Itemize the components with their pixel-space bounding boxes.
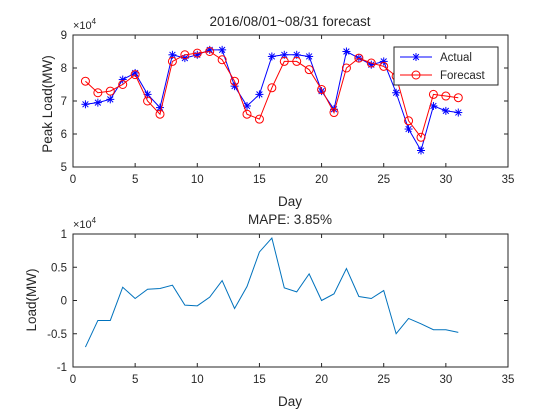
series-forecast-point [416, 132, 426, 142]
legend-forecast-marker [411, 70, 421, 80]
series-forecast-point [93, 88, 103, 98]
error-ytick-label: 0 [61, 296, 67, 308]
forecast-xtick-label: 5 [132, 174, 138, 186]
series-forecast-point [329, 108, 339, 118]
error-xtick-label: 5 [132, 374, 138, 386]
error-xtick-label: 30 [439, 374, 452, 386]
series-forecast-point [267, 83, 277, 93]
error-chart-ylabel: Load(MW) [24, 268, 39, 331]
series-forecast-point [428, 89, 438, 99]
error-xtick-label: 15 [253, 374, 266, 386]
series-forecast-point [441, 91, 451, 101]
series-forecast-point [205, 47, 215, 56]
forecast-chart-y-multiplier: ×104 [73, 17, 97, 32]
series-actual-point [267, 52, 276, 61]
series-actual-point [81, 100, 90, 109]
forecast-xtick-label: 10 [191, 174, 204, 186]
series-forecast-point [341, 63, 351, 73]
series-forecast-point [366, 58, 376, 68]
series-actual-point [255, 90, 264, 99]
forecast-xtick-label: 0 [70, 174, 76, 186]
series-actual-point [342, 47, 351, 56]
legend-box [393, 46, 499, 86]
error-chart-ticks: 0 5 10 15 20 25 30 35 -1 -0.5 0 0.5 1 [47, 229, 514, 386]
series-actual-point [218, 45, 227, 54]
forecast-chart-title: 2016/08/01~08/31 forecast [209, 14, 370, 29]
error-chart: MAPE: 3.85% Day Load(MW) ×104 0 5 10 15 20 25… [24, 212, 514, 409]
series-forecast-point [192, 48, 202, 58]
series-forecast-point [118, 80, 128, 89]
error-chart-axes-box [72, 233, 509, 368]
series-actual-point [93, 98, 102, 107]
error-xtick-label: 0 [70, 374, 76, 386]
legend-forecast-label: Forecast [440, 70, 486, 82]
series-actual-point [106, 95, 115, 104]
forecast-chart-xlabel: Day [278, 194, 302, 209]
error-ytick-label: 0.5 [51, 262, 67, 274]
series-forecast-point [379, 61, 389, 71]
series-actual-point [379, 57, 388, 66]
series-forecast-point [130, 70, 140, 80]
series-forecast-point [453, 93, 463, 103]
forecast-ytick-label: 5 [61, 162, 67, 174]
error-chart-xlabel: Day [278, 394, 302, 409]
legend-actual-marker [412, 53, 420, 61]
series-actual-point [429, 101, 438, 110]
series-error-line [84, 236, 459, 348]
series-forecast-point [105, 86, 115, 96]
forecast-xtick-label: 30 [439, 174, 452, 186]
error-chart-y-multiplier: ×104 [73, 216, 97, 231]
error-xtick-label: 25 [377, 374, 390, 386]
legend-actual-asterisk [412, 53, 420, 61]
series-actual-point [454, 108, 463, 117]
legend-actual-label: Actual [440, 52, 472, 64]
forecast-xtick-label: 35 [502, 174, 515, 186]
series-forecast-point [354, 53, 364, 63]
error-ytick-label: 1 [61, 229, 67, 241]
series-forecast-point [155, 109, 165, 119]
series-forecast-point [167, 56, 177, 66]
series-forecast-point [404, 116, 414, 126]
series-forecast-point [242, 109, 252, 119]
series-actual-point [292, 50, 301, 59]
series-forecast-point [304, 65, 314, 75]
series-actual-point [404, 125, 413, 134]
legend: Actual Forecast [393, 46, 499, 86]
series-forecast-point [279, 56, 289, 66]
forecast-chart-ylabel: Peak Load(MW) [40, 55, 55, 153]
series-forecast-point [80, 76, 90, 86]
forecast-chart: 2016/08/01~08/31 forecast Day Peak Load(… [40, 14, 514, 209]
series-actual-point [305, 52, 314, 61]
forecast-xtick-label: 20 [315, 174, 328, 186]
series-actual-point [417, 146, 425, 155]
error-ytick-label: -1 [57, 362, 67, 374]
forecast-xtick-label: 15 [253, 174, 266, 186]
series-actual-point [441, 106, 450, 115]
error-chart-series [84, 236, 459, 348]
series-actual-point [230, 82, 239, 91]
forecast-ytick-label: 7 [61, 96, 67, 108]
forecast-ytick-label: 8 [61, 63, 67, 75]
series-forecast-point [143, 96, 153, 106]
series-forecast-point [180, 50, 190, 60]
error-xtick-label: 10 [191, 374, 204, 386]
forecast-ytick-label: 9 [61, 30, 67, 42]
forecast-xtick-label: 25 [377, 174, 390, 186]
forecast-ytick-label: 6 [61, 129, 67, 141]
series-forecast-point [292, 56, 302, 66]
error-chart-title: MAPE: 3.85% [248, 212, 332, 227]
series-forecast-point [317, 84, 327, 94]
series-actual-point [168, 50, 177, 59]
error-ytick-label: -0.5 [47, 329, 67, 341]
series-forecast-point [254, 114, 264, 124]
series-forecast-point [217, 55, 227, 65]
series-forecast-point [230, 76, 240, 86]
error-xtick-label: 35 [502, 374, 515, 386]
series-actual-point [392, 88, 401, 97]
series-actual-point [118, 75, 127, 84]
error-xtick-label: 20 [315, 374, 328, 386]
